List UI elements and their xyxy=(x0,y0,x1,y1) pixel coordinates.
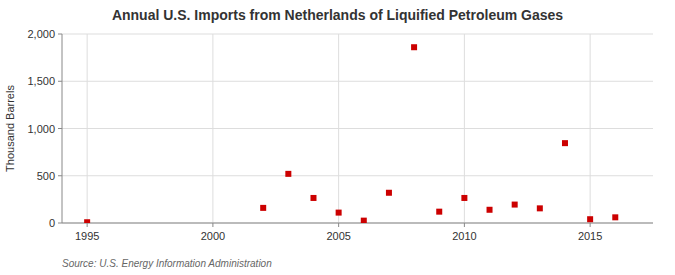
chart-container: Annual U.S. Imports from Netherlands of … xyxy=(0,0,675,275)
y-grid-line xyxy=(62,128,653,129)
point xyxy=(512,202,518,208)
point xyxy=(612,214,618,220)
x-tick xyxy=(87,223,88,227)
y-tick xyxy=(58,34,62,35)
y-tick xyxy=(58,223,62,224)
y-tick-label: 0 xyxy=(49,217,55,229)
title: Annual U.S. Imports from Netherlands of … xyxy=(112,7,563,23)
y-grid-line xyxy=(62,34,653,35)
source-note: Source: U.S. Energy Information Administ… xyxy=(62,258,272,269)
x-grid-line xyxy=(338,34,339,223)
y-axis-label: Thousand Barrels xyxy=(4,85,16,172)
point xyxy=(537,205,543,211)
point xyxy=(336,210,342,216)
y-tick xyxy=(58,175,62,176)
point xyxy=(587,216,593,222)
point xyxy=(386,190,392,196)
grid xyxy=(62,34,653,223)
y-grid-line xyxy=(62,223,653,224)
x-tick xyxy=(590,223,591,227)
x-tick-label: 2000 xyxy=(201,230,225,242)
points xyxy=(84,44,618,223)
point xyxy=(436,209,442,215)
point xyxy=(487,207,493,213)
y-tick-label: 1,000 xyxy=(27,123,55,135)
x-tick-label: 2010 xyxy=(452,230,476,242)
y-tick xyxy=(58,128,62,129)
y-tick-label: 1,500 xyxy=(27,75,55,87)
y-tick-label: 500 xyxy=(37,170,55,182)
x-axis-line xyxy=(62,223,653,224)
axes: 0 500 1,000 1,500 2,000 1995 2000 2005 2010 2015 xyxy=(27,28,653,242)
y-grid-line xyxy=(62,81,653,82)
y-grid-line xyxy=(62,175,653,176)
y-axis-line xyxy=(62,34,63,223)
chart: Annual U.S. Imports from Netherlands of … xyxy=(0,0,675,275)
x-tick-label: 2015 xyxy=(578,230,602,242)
point xyxy=(461,195,467,201)
x-tick xyxy=(338,223,339,227)
x-tick xyxy=(464,223,465,227)
y-tick xyxy=(58,81,62,82)
x-grid-line xyxy=(590,34,591,223)
x-tick-label: 2005 xyxy=(326,230,350,242)
x-grid-line xyxy=(87,34,88,223)
point xyxy=(310,195,316,201)
point xyxy=(361,218,367,223)
point xyxy=(562,140,568,146)
y-tick-label: 2,000 xyxy=(27,28,55,40)
point xyxy=(411,44,417,50)
point xyxy=(84,219,90,223)
x-grid-line xyxy=(212,34,213,223)
x-tick-label: 1995 xyxy=(75,230,99,242)
x-tick xyxy=(212,223,213,227)
point xyxy=(260,205,266,211)
point xyxy=(285,171,291,177)
x-grid-line xyxy=(464,34,465,223)
